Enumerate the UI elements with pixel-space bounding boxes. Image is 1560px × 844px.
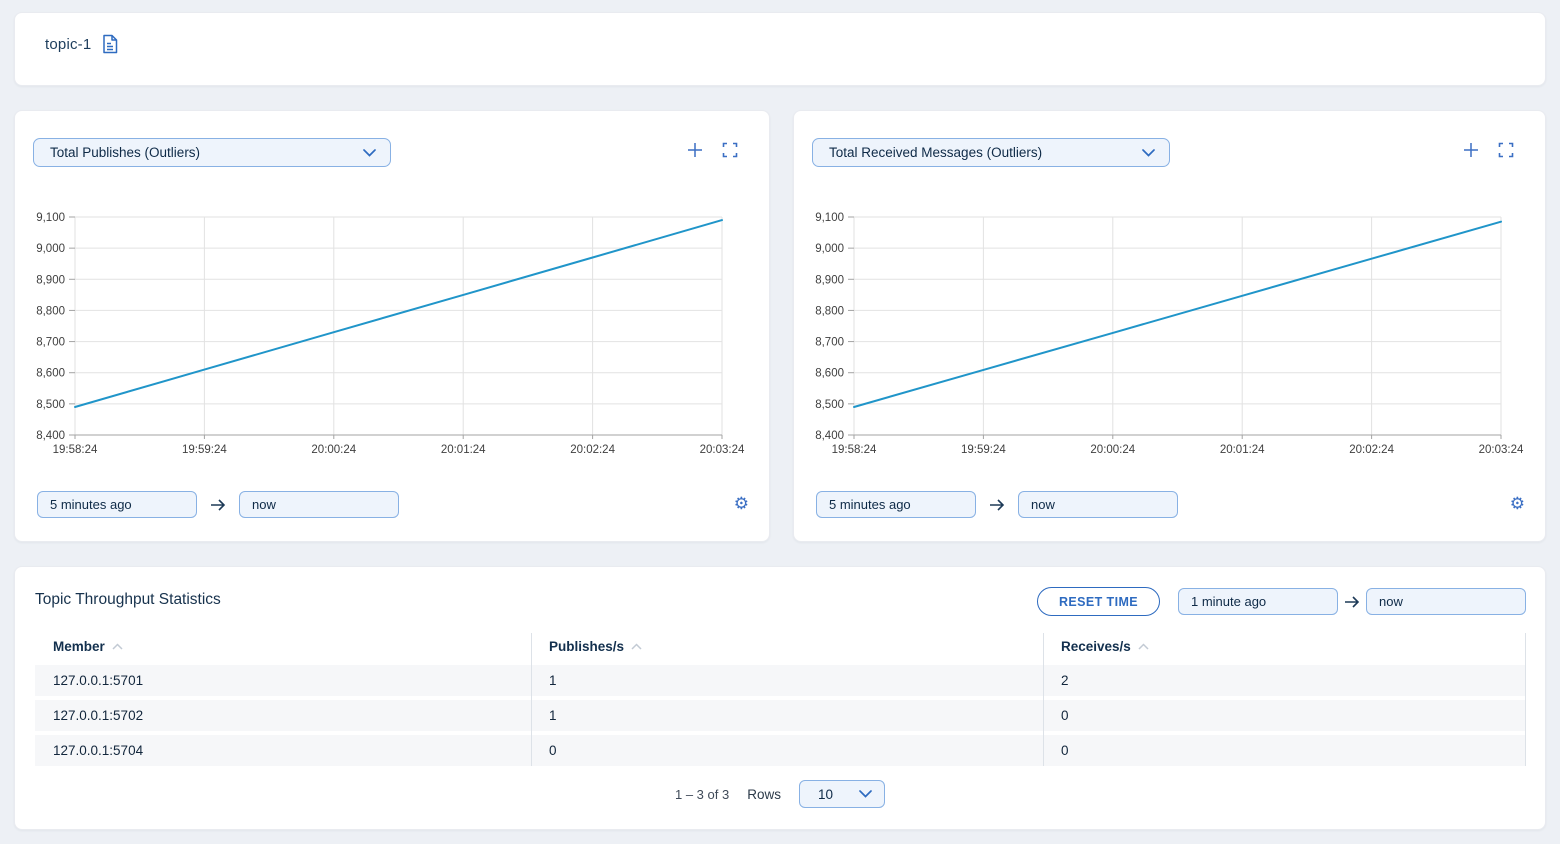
chevron-down-icon — [859, 790, 872, 798]
svg-text:8,800: 8,800 — [36, 305, 65, 317]
chevron-down-icon — [1142, 148, 1155, 157]
member-cell: 127.0.0.1:5704 — [53, 743, 144, 758]
sort-chevron-up-icon — [112, 642, 123, 650]
svg-text:19:59:24: 19:59:24 — [961, 444, 1006, 456]
pagination: 1 – 3 of 3 Rows 10 — [15, 780, 1545, 808]
publishes-cell: 1 — [549, 673, 557, 688]
svg-text:8,900: 8,900 — [36, 274, 65, 286]
publishes-cell: 1 — [549, 708, 557, 723]
throughput-statistics-panel: Topic Throughput Statistics RESET TIME M… — [14, 566, 1546, 830]
arrow-right-icon — [210, 497, 226, 513]
chart-settings-gear-icon[interactable]: ⚙ — [1509, 494, 1525, 513]
arrow-right-icon — [989, 497, 1005, 513]
sort-chevron-up-icon — [631, 642, 642, 650]
arrow-right-icon — [1344, 594, 1360, 610]
chart-settings-gear-icon[interactable]: ⚙ — [733, 494, 749, 513]
svg-text:9,000: 9,000 — [815, 243, 844, 255]
svg-text:8,600: 8,600 — [36, 368, 65, 380]
svg-text:9,000: 9,000 — [36, 243, 65, 255]
stats-time-to-input[interactable] — [1366, 588, 1526, 615]
add-chart-icon[interactable] — [1463, 142, 1479, 158]
chart-time-from-input[interactable] — [37, 491, 197, 518]
svg-text:19:58:24: 19:58:24 — [832, 444, 877, 456]
svg-text:9,100: 9,100 — [815, 212, 844, 224]
publishes-line-chart: 19:58:24 19:59:24 20:00:24 20:01:24 20:02:24… — [36, 212, 745, 456]
document-icon[interactable] — [101, 34, 119, 54]
svg-text:8,600: 8,600 — [815, 368, 844, 380]
chevron-down-icon — [363, 148, 376, 157]
svg-text:20:01:24: 20:01:24 — [441, 444, 486, 456]
chart-time-to-input[interactable] — [1018, 491, 1178, 518]
svg-text:20:01:24: 20:01:24 — [1220, 444, 1265, 456]
svg-text:20:02:24: 20:02:24 — [570, 444, 615, 456]
chart-time-to-input[interactable] — [239, 491, 399, 518]
svg-text:8,900: 8,900 — [815, 274, 844, 286]
svg-text:8,400: 8,400 — [815, 430, 844, 442]
svg-text:19:58:24: 19:58:24 — [53, 444, 98, 456]
svg-text:20:03:24: 20:03:24 — [1479, 444, 1524, 456]
svg-text:20:00:24: 20:00:24 — [311, 444, 356, 456]
topic-header-panel: topic-1 — [14, 12, 1546, 86]
metric-select-publishes[interactable]: Total Publishes (Outliers) — [33, 138, 391, 167]
svg-text:19:59:24: 19:59:24 — [182, 444, 227, 456]
member-cell: 127.0.0.1:5702 — [53, 708, 144, 723]
table-row[interactable]: 127.0.0.1:5704 0 0 — [35, 735, 1525, 766]
fullscreen-icon[interactable] — [1498, 142, 1514, 158]
chart-time-from-input[interactable] — [816, 491, 976, 518]
svg-text:8,500: 8,500 — [36, 399, 65, 411]
table-header-row: Member Publishes/s Receives/s — [35, 631, 1525, 661]
table-row[interactable]: 127.0.0.1:5701 1 2 — [35, 665, 1525, 696]
received-chart-panel: Total Received Messages (Outliers) 19:58… — [793, 110, 1546, 542]
add-chart-icon[interactable] — [687, 142, 703, 158]
column-header-receives[interactable]: Receives/s — [1043, 639, 1525, 654]
receives-cell: 2 — [1061, 673, 1069, 688]
rows-per-page-label: Rows — [747, 786, 781, 802]
svg-text:8,800: 8,800 — [815, 305, 844, 317]
svg-text:20:00:24: 20:00:24 — [1090, 444, 1135, 456]
table-body: 127.0.0.1:5701 1 2 127.0.0.1:5702 1 0 12… — [35, 665, 1525, 766]
metric-select-received[interactable]: Total Received Messages (Outliers) — [812, 138, 1170, 167]
reset-time-button[interactable]: RESET TIME — [1036, 587, 1160, 616]
page-title: topic-1 — [45, 35, 92, 53]
stats-time-from-input[interactable] — [1178, 588, 1338, 615]
svg-text:20:02:24: 20:02:24 — [1349, 444, 1394, 456]
column-header-publishes[interactable]: Publishes/s — [531, 639, 1043, 654]
pagination-range: 1 – 3 of 3 — [675, 786, 730, 802]
received-line-chart: 19:58:24 19:59:24 20:00:24 20:01:24 20:02:24… — [815, 212, 1524, 456]
svg-text:9,100: 9,100 — [36, 212, 65, 224]
svg-text:8,700: 8,700 — [36, 337, 65, 349]
receives-cell: 0 — [1061, 743, 1069, 758]
column-header-member[interactable]: Member — [35, 639, 531, 654]
publishes-chart-panel: Total Publishes (Outliers) 19:58:24 19:59… — [14, 110, 770, 542]
sort-chevron-up-icon — [1138, 642, 1149, 650]
stats-panel-title: Topic Throughput Statistics — [35, 591, 221, 608]
svg-text:8,400: 8,400 — [36, 430, 65, 442]
svg-text:8,700: 8,700 — [815, 337, 844, 349]
svg-text:20:03:24: 20:03:24 — [700, 444, 745, 456]
metric-select-label: Total Received Messages (Outliers) — [829, 145, 1043, 160]
svg-text:8,500: 8,500 — [815, 399, 844, 411]
table-row[interactable]: 127.0.0.1:5702 1 0 — [35, 700, 1525, 731]
rows-per-page-select[interactable]: 10 — [798, 780, 885, 808]
throughput-table: Member Publishes/s Receives/s 1 — [35, 631, 1526, 766]
metric-select-label: Total Publishes (Outliers) — [50, 145, 201, 160]
receives-cell: 0 — [1061, 708, 1069, 723]
member-cell: 127.0.0.1:5701 — [53, 673, 144, 688]
fullscreen-icon[interactable] — [722, 142, 738, 158]
publishes-cell: 0 — [549, 743, 557, 758]
